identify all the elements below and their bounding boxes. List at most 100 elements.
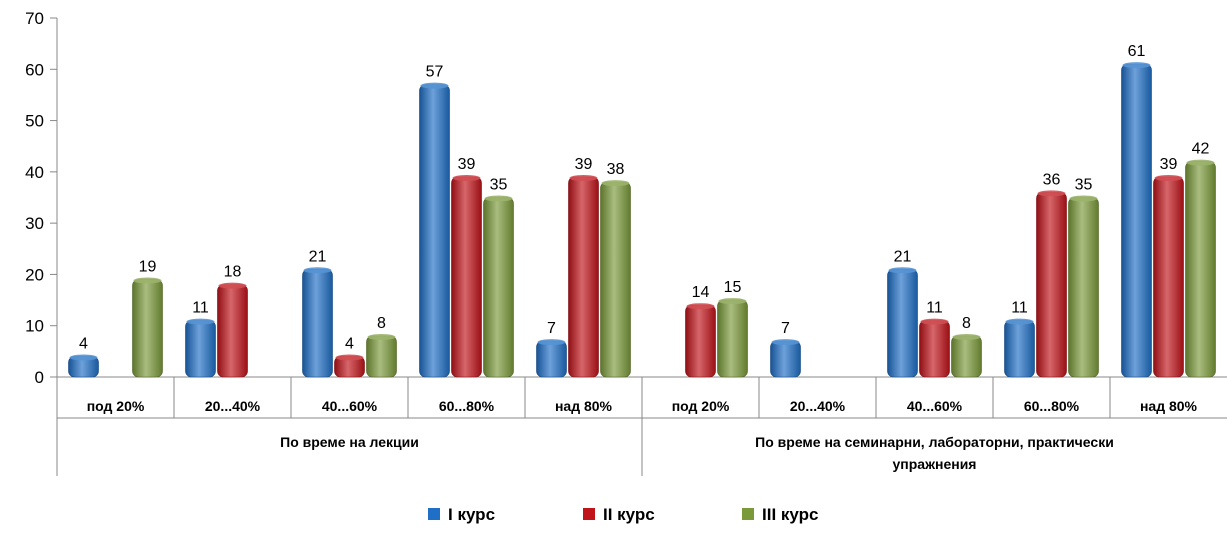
- bar-cap: [771, 339, 800, 346]
- bar-cap: [569, 174, 598, 181]
- bar-cap: [303, 267, 332, 274]
- bar-cap: [452, 174, 481, 181]
- legend-swatch: [428, 508, 440, 520]
- bar-cap: [1037, 190, 1066, 197]
- bar-ii-курс: [217, 284, 248, 378]
- bar-i-курс: [1121, 63, 1152, 378]
- bar-cap: [537, 339, 566, 346]
- bar-i-курс: [887, 268, 918, 378]
- bar-cap: [686, 303, 715, 310]
- data-label: 8: [377, 315, 386, 332]
- bar-iii-курс: [483, 197, 514, 378]
- data-label: 61: [1128, 43, 1146, 60]
- category-label: под 20%: [672, 398, 730, 414]
- bar-cap: [952, 333, 981, 340]
- y-tick-label: 40: [25, 163, 44, 182]
- data-label: 15: [724, 279, 742, 296]
- legend-label: I курс: [448, 505, 495, 524]
- bar-i-курс: [1004, 320, 1035, 378]
- bar-cap: [1186, 159, 1215, 166]
- legend-label: III курс: [762, 505, 818, 524]
- data-label: 57: [426, 64, 444, 81]
- group-label: По време на лекции: [280, 434, 419, 450]
- data-label: 42: [1192, 141, 1210, 158]
- bar-i-курс: [185, 320, 216, 378]
- legend-swatch: [583, 508, 595, 520]
- bar-cap: [1154, 174, 1183, 181]
- category-label: 60...80%: [439, 398, 495, 414]
- category-label: 40...60%: [322, 398, 378, 414]
- axes: 0 10 20 30 40 50 60 70 под 20% 20...40% 40...60% 60…: [25, 9, 1227, 476]
- data-label: 35: [1075, 177, 1093, 194]
- bar-iii-курс: [951, 335, 982, 378]
- data-label: 39: [458, 156, 476, 173]
- bar-ii-курс: [1153, 176, 1184, 378]
- bar-ii-курс: [685, 304, 716, 378]
- bar-cap: [1005, 318, 1034, 325]
- bar-cap: [69, 354, 98, 361]
- data-label: 7: [547, 320, 556, 337]
- bar-cap: [133, 277, 162, 284]
- bar-iii-курс: [600, 181, 631, 378]
- bar-cap: [367, 333, 396, 340]
- bar-i-курс: [302, 268, 333, 378]
- y-tick-label: 0: [35, 368, 44, 387]
- bar-cap: [186, 318, 215, 325]
- bar-cap: [601, 180, 630, 187]
- group-label: По време на семинарни, лабораторни, прак…: [755, 434, 1114, 450]
- bar-cap: [718, 298, 747, 305]
- y-tick-label: 20: [25, 265, 44, 284]
- data-label: 21: [309, 248, 327, 265]
- bar-cap: [335, 354, 364, 361]
- data-label: 4: [79, 335, 88, 352]
- bar-cap: [920, 318, 949, 325]
- y-tick-label: 50: [25, 112, 44, 131]
- bars: [68, 62, 1216, 378]
- bar-i-курс: [536, 340, 567, 378]
- legend: I курс II курс III курс: [428, 505, 818, 524]
- bar-cap: [888, 267, 917, 274]
- bar-i-курс: [419, 84, 450, 378]
- data-label: 39: [575, 156, 593, 173]
- bar-iii-курс: [366, 335, 397, 378]
- category-label: 20...40%: [790, 398, 846, 414]
- data-label: 11: [926, 300, 943, 317]
- legend-label: II курс: [603, 505, 655, 524]
- category-label: 20...40%: [205, 398, 261, 414]
- data-label: 11: [192, 300, 209, 317]
- bar-ii-курс: [919, 320, 950, 378]
- data-label: 8: [962, 315, 971, 332]
- data-label: 36: [1043, 171, 1061, 188]
- bar-ii-курс: [1036, 192, 1067, 378]
- data-label: 7: [781, 320, 790, 337]
- bar-iii-курс: [1068, 197, 1099, 378]
- bar-i-курс: [770, 340, 801, 378]
- bar-ii-курс: [451, 176, 482, 378]
- data-label: 39: [1160, 156, 1178, 173]
- data-label: 35: [490, 177, 508, 194]
- data-labels: 4 19 11 18 21 4 8 57 39 35 7 39 38 14 15 7 21 11 8 11 36 35 61…: [79, 43, 1209, 352]
- category-label: 60...80%: [1024, 398, 1080, 414]
- bar-cap: [218, 282, 247, 289]
- category-label: над 80%: [555, 398, 613, 414]
- bar-ii-курс: [568, 176, 599, 378]
- category-label: над 80%: [1140, 398, 1198, 414]
- y-tick-label: 30: [25, 214, 44, 233]
- data-label: 11: [1011, 300, 1028, 317]
- bar-cap: [484, 195, 513, 202]
- category-label: под 20%: [87, 398, 145, 414]
- y-tick-label: 70: [25, 9, 44, 28]
- category-label: 40...60%: [907, 398, 963, 414]
- bar-iii-курс: [132, 279, 163, 378]
- bar-cap: [420, 82, 449, 89]
- group-label: упражнения: [893, 456, 977, 472]
- data-label: 21: [894, 248, 912, 265]
- data-label: 4: [345, 335, 354, 352]
- data-label: 19: [139, 259, 157, 276]
- legend-swatch: [742, 508, 754, 520]
- y-tick-label: 60: [25, 60, 44, 79]
- data-label: 38: [607, 161, 625, 178]
- data-label: 14: [692, 284, 710, 301]
- bar-iii-курс: [717, 299, 748, 378]
